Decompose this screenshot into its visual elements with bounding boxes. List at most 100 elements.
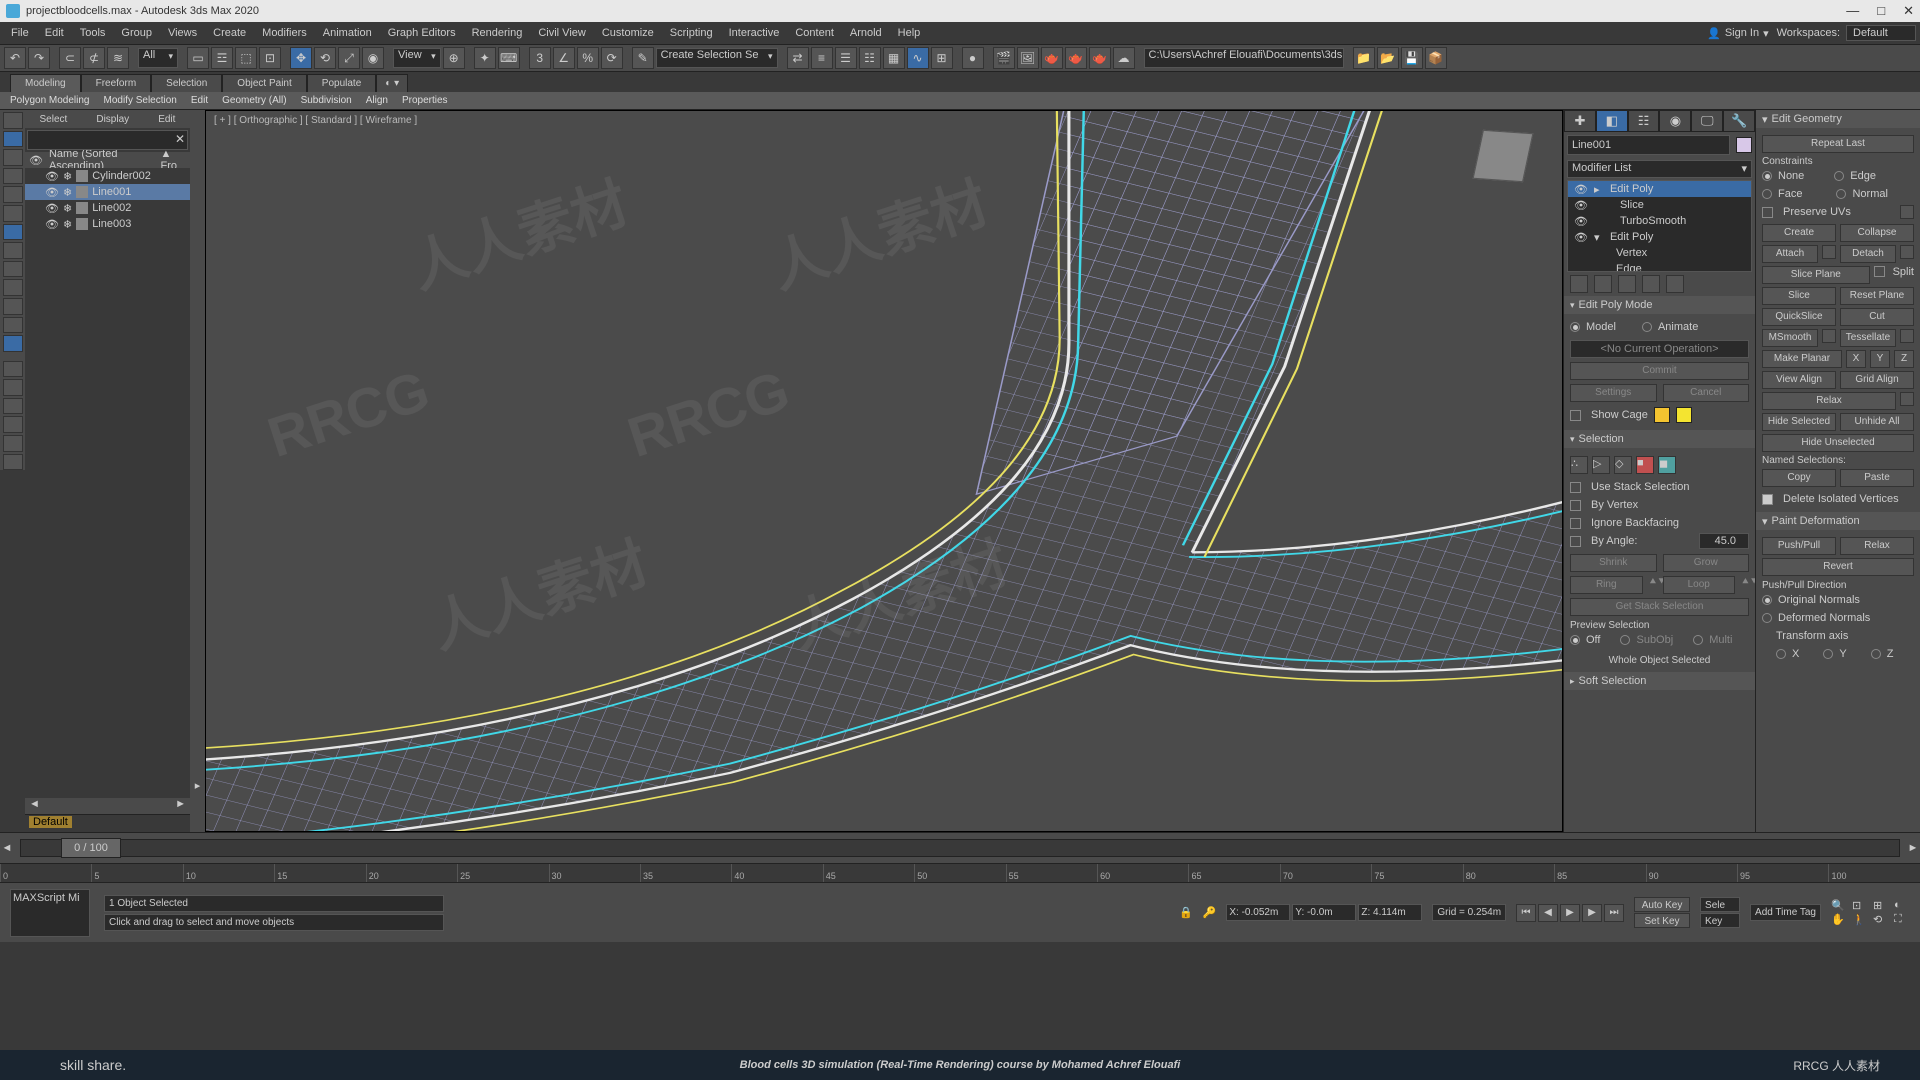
key-filters[interactable]: Key: [1700, 913, 1740, 928]
open-project-button[interactable]: 📂: [1377, 47, 1399, 69]
planar-x-button[interactable]: X: [1846, 350, 1866, 368]
create-button[interactable]: Create: [1762, 224, 1836, 242]
ribbon-sub-modifysel[interactable]: Modify Selection: [104, 95, 177, 106]
unlink-button[interactable]: ⊄: [83, 47, 105, 69]
undo-button[interactable]: ↶: [4, 47, 26, 69]
goto-start-button[interactable]: ⏮: [1516, 904, 1536, 922]
revert-button[interactable]: Revert: [1762, 558, 1914, 576]
tool-display-containers[interactable]: [3, 298, 23, 315]
preserve-uvs-check[interactable]: [1762, 207, 1773, 218]
modifier-stack[interactable]: 👁▸Edit Poly 👁 Slice 👁 TurboSmooth 👁▾Edit…: [1567, 180, 1752, 272]
tool-display-lights[interactable]: [3, 168, 23, 185]
keyboard-shortcut-button[interactable]: ⌨: [498, 47, 520, 69]
maximize-button[interactable]: □: [1877, 3, 1885, 19]
coord-z[interactable]: Z: 4.114m: [1358, 904, 1422, 921]
repeat-last-button[interactable]: Repeat Last: [1762, 135, 1914, 153]
toggle-scene-explorer-button[interactable]: ☷: [859, 47, 881, 69]
polygon-mode-icon[interactable]: ■: [1636, 456, 1654, 474]
tool-sort-d[interactable]: [3, 416, 23, 433]
select-region-button[interactable]: ⬚: [235, 47, 257, 69]
tool-display-helpers[interactable]: [3, 205, 23, 222]
tool-display-geometry[interactable]: [3, 131, 23, 148]
curve-editor-button[interactable]: ∿: [907, 47, 929, 69]
menu-grapheditors[interactable]: Graph Editors: [381, 25, 463, 41]
model-radio[interactable]: [1570, 322, 1580, 332]
detach-settings[interactable]: [1900, 245, 1914, 259]
clear-search-icon[interactable]: ✕: [175, 132, 185, 146]
viewport[interactable]: [ + ] [ Orthographic ] [ Standard ] [ Wi…: [205, 110, 1563, 832]
rollout-paint-deformation[interactable]: ▾Paint Deformation: [1756, 512, 1920, 530]
select-by-name-button[interactable]: ☲: [211, 47, 233, 69]
settings-button[interactable]: Settings: [1570, 384, 1657, 402]
constraint-edge-radio[interactable]: [1834, 171, 1844, 181]
maxscript-listener[interactable]: MAXScript Mi: [10, 889, 90, 937]
menu-views[interactable]: Views: [161, 25, 204, 41]
quickslice-button[interactable]: QuickSlice: [1762, 308, 1836, 326]
time-slider[interactable]: 0 / 100: [20, 839, 1900, 857]
utilities-tab[interactable]: 🔧: [1723, 110, 1755, 132]
ribbon-sub-subdivision[interactable]: Subdivision: [301, 95, 352, 106]
cancel-button[interactable]: Cancel: [1663, 384, 1750, 402]
track-next[interactable]: ►: [1906, 842, 1920, 854]
scene-search[interactable]: ✕: [27, 130, 188, 150]
time-slider-thumb[interactable]: 0 / 100: [61, 838, 121, 858]
ribbon-sub-edit[interactable]: Edit: [191, 95, 208, 106]
reset-plane-button[interactable]: Reset Plane: [1840, 287, 1914, 305]
object-name-field[interactable]: Line001: [1567, 135, 1730, 155]
vertex-mode-icon[interactable]: ∴: [1570, 456, 1588, 474]
select-object-button[interactable]: ▭: [187, 47, 209, 69]
grid-align-button[interactable]: Grid Align: [1840, 371, 1914, 389]
view-align-button[interactable]: View Align: [1762, 371, 1836, 389]
menu-arnold[interactable]: Arnold: [843, 25, 889, 41]
commit-button[interactable]: Commit: [1570, 362, 1749, 380]
tool-sort-c[interactable]: [3, 398, 23, 415]
attach-button[interactable]: Attach: [1762, 245, 1818, 263]
track-prev[interactable]: ◄: [0, 842, 14, 854]
pin-stack-button[interactable]: [1570, 275, 1588, 293]
next-frame-button[interactable]: ▶: [1582, 904, 1602, 922]
nav-zoom[interactable]: 🔍: [1831, 899, 1851, 912]
set-project-button[interactable]: 📁: [1353, 47, 1375, 69]
remove-modifier-button[interactable]: [1642, 275, 1660, 293]
save-project-button[interactable]: 💾: [1401, 47, 1423, 69]
menu-scripting[interactable]: Scripting: [663, 25, 720, 41]
render-activeshade-button[interactable]: 🫖: [1089, 47, 1111, 69]
tessellate-settings[interactable]: [1900, 329, 1914, 343]
loop-button[interactable]: Loop: [1663, 576, 1736, 594]
tool-display-hidden[interactable]: [3, 335, 23, 352]
nav-orbit[interactable]: ⟲: [1873, 913, 1893, 926]
push-pull-button[interactable]: Push/Pull: [1762, 537, 1836, 555]
schematic-view-button[interactable]: ⊞: [931, 47, 953, 69]
axis-y-radio[interactable]: [1823, 649, 1833, 659]
stack-item[interactable]: 👁 TurboSmooth: [1568, 213, 1751, 229]
by-angle-check[interactable]: [1570, 536, 1581, 547]
ribbon-tab-selection[interactable]: Selection: [151, 74, 222, 92]
ring-button[interactable]: Ring: [1570, 576, 1643, 594]
render-iterative-button[interactable]: 🫖: [1065, 47, 1087, 69]
rollout-edit-poly-mode[interactable]: ▾Edit Poly Mode: [1564, 296, 1755, 314]
collapse-button[interactable]: Collapse: [1840, 224, 1914, 242]
scene-item[interactable]: 👁❄Line001: [25, 184, 190, 200]
slice-plane-button[interactable]: Slice Plane: [1762, 266, 1870, 284]
scene-menu-display[interactable]: Display: [96, 114, 129, 125]
rollout-soft-selection[interactable]: ▸Soft Selection: [1564, 672, 1755, 690]
ribbon-tab-modeling[interactable]: Modeling: [10, 74, 81, 92]
menu-civilview[interactable]: Civil View: [531, 25, 592, 41]
named-paste-button[interactable]: Paste: [1840, 469, 1914, 487]
named-copy-button[interactable]: Copy: [1762, 469, 1836, 487]
nav-fov[interactable]: ◐: [1894, 899, 1914, 912]
hide-unselected-button[interactable]: Hide Unselected: [1762, 434, 1914, 452]
planar-y-button[interactable]: Y: [1870, 350, 1890, 368]
border-mode-icon[interactable]: ◇: [1614, 456, 1632, 474]
coord-y[interactable]: Y: -0.0m: [1292, 904, 1356, 921]
goto-end-button[interactable]: ⏭: [1604, 904, 1624, 922]
minimize-button[interactable]: —: [1846, 3, 1859, 19]
cut-button[interactable]: Cut: [1840, 308, 1914, 326]
show-cage-check[interactable]: [1570, 410, 1581, 421]
modify-tab[interactable]: ◧: [1596, 110, 1628, 132]
paint-relax-button[interactable]: Relax: [1840, 537, 1914, 555]
set-key-button[interactable]: Set Key: [1634, 913, 1690, 928]
modifier-list-dropdown[interactable]: Modifier List: [1567, 160, 1752, 178]
edit-named-sel-button[interactable]: ✎: [632, 47, 654, 69]
msmooth-button[interactable]: MSmooth: [1762, 329, 1818, 347]
